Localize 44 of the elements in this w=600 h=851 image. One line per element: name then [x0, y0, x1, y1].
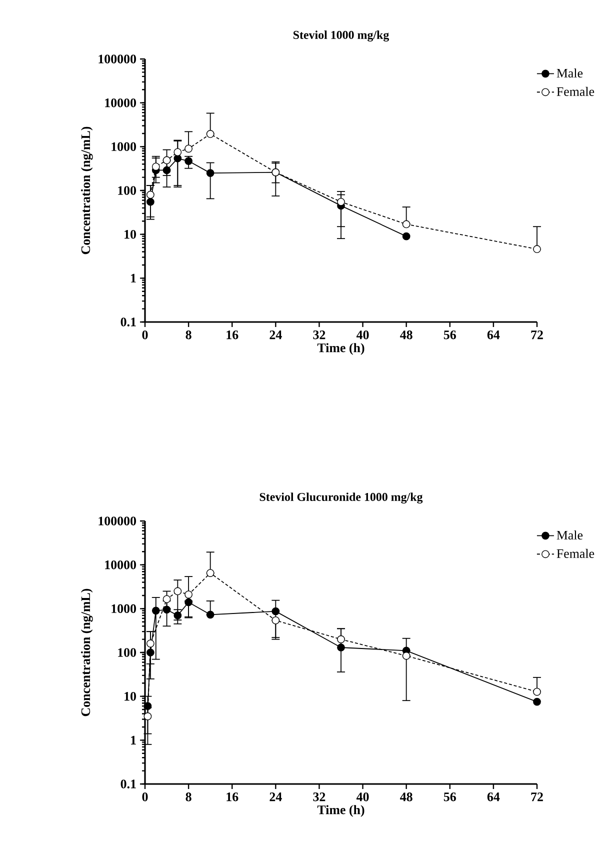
legend-label: Male [557, 68, 583, 78]
x-tick-label: 64 [488, 792, 500, 802]
y-tick-label: 100000 [98, 54, 136, 64]
x-tick-label: 40 [356, 330, 369, 340]
y-tick-label: 100000 [98, 516, 136, 526]
y-tick-label: 1 [131, 274, 136, 282]
y-axis-title: Concentration (ng/mL) [81, 588, 94, 716]
x-axis-title: Time (h) [318, 343, 364, 355]
x-tick-label: 8 [186, 330, 192, 340]
x-tick-label: 24 [270, 792, 282, 802]
chart-title: Steviol Glucuronide 1000 mg/kg [260, 492, 423, 504]
x-tick-label: 8 [186, 792, 192, 802]
legend-label: Female [557, 86, 594, 96]
y-tick-label: 10 [124, 692, 136, 701]
y-tick-label: 1000 [112, 604, 136, 614]
x-tick-label: 56 [444, 792, 456, 802]
x-tick-label: 16 [226, 792, 238, 802]
x-tick-label: 32 [313, 330, 326, 340]
x-tick-label: 0 [142, 330, 148, 340]
legend-label: Female [557, 548, 594, 558]
x-tick-label: 56 [444, 330, 456, 340]
chart-title: Steviol 1000 mg/kg [294, 30, 390, 42]
y-tick-label: 1000 [112, 142, 136, 152]
legend-label: Male [557, 530, 583, 540]
x-tick-label: 48 [400, 330, 413, 340]
x-tick-label: 16 [226, 330, 238, 340]
y-tick-label: 10000 [105, 560, 136, 570]
x-tick-label: 72 [531, 330, 544, 340]
y-axis-title: Concentration (ng/mL) [81, 126, 94, 254]
y-tick-label: 0.1 [121, 780, 136, 788]
y-tick-label: 100 [118, 186, 136, 195]
x-tick-label: 40 [356, 792, 369, 802]
y-tick-label: 10000 [105, 98, 136, 108]
x-axis-title: Time (h) [318, 805, 364, 817]
x-tick-label: 72 [531, 792, 544, 802]
y-tick-label: 1 [131, 736, 136, 744]
y-tick-label: 10 [124, 230, 136, 239]
y-tick-label: 0.1 [121, 318, 136, 326]
x-tick-label: 0 [142, 792, 148, 802]
x-tick-label: 64 [488, 330, 500, 340]
x-tick-label: 24 [270, 330, 282, 340]
y-tick-label: 100 [118, 648, 136, 657]
x-tick-label: 32 [313, 792, 326, 802]
x-tick-label: 48 [400, 792, 413, 802]
